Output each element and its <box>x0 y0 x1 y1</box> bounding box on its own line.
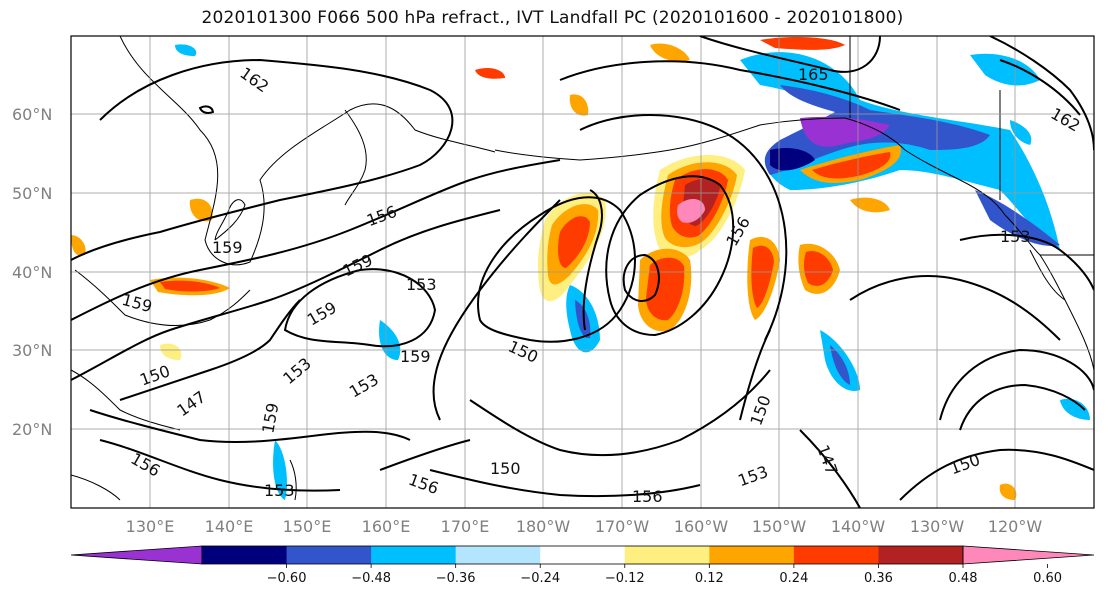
lon-label: 150°E <box>283 517 332 536</box>
colorbar-extend-high <box>962 545 1095 565</box>
colorbar: −0.60 −0.48 −0.36 −0.24 −0.12 0.12 0.24 0.36 0.4… <box>70 545 1095 586</box>
colorbar-swatch <box>371 546 457 564</box>
colorbar-swatch <box>202 546 288 564</box>
map-title: 2020101300 F066 500 hPa refract., IVT La… <box>201 8 904 28</box>
lat-label-30n: 30°N <box>12 341 52 360</box>
coastlines <box>71 36 1094 501</box>
colorbar-tick-label: 0.12 <box>695 571 724 586</box>
colorbar-tick-label: 0.48 <box>949 571 978 586</box>
colorbar-swatch <box>878 546 964 564</box>
lon-label: 160°E <box>362 517 411 536</box>
latitude-labels: 60°N 50°N 40°N 30°N 20°N <box>12 105 52 439</box>
lon-label: 150°W <box>752 517 807 536</box>
colorbar-tick-label: 0.60 <box>1033 571 1062 586</box>
colorbar-tick-label: −0.60 <box>267 571 307 586</box>
lon-label: 130°E <box>126 517 175 536</box>
lon-label: 160°W <box>674 517 729 536</box>
colorbar-frame <box>201 545 964 565</box>
colorbar-tick-label: 0.24 <box>779 571 808 586</box>
graticule <box>71 36 1094 508</box>
contour-label: 159 <box>400 347 431 366</box>
contour-label: 153 <box>406 275 437 294</box>
colorbar-swatch <box>709 546 795 564</box>
lon-label: 140°E <box>205 517 254 536</box>
colorbar-extend-low <box>70 545 203 565</box>
lon-label: 170°W <box>595 517 650 536</box>
contour-label: 153 <box>1000 227 1031 246</box>
colorbar-swatch <box>793 546 879 564</box>
colorbar-tick-label: 0.36 <box>864 571 893 586</box>
positive-anomaly-blobs <box>71 37 1017 500</box>
colorbar-swatch <box>286 546 372 564</box>
map-panel: 165 162 162 156 159 159 159 153 159 159 … <box>71 36 1094 508</box>
colorbar-swatch <box>624 546 710 564</box>
map-frame <box>70 35 1095 509</box>
lat-label-60n: 60°N <box>12 105 52 124</box>
colorbar-tick-label: −0.12 <box>605 571 645 586</box>
colorbar-tick-label: −0.24 <box>520 571 560 586</box>
contour-label: 159 <box>212 238 243 257</box>
lon-label: 130°W <box>910 517 965 536</box>
colorbar-swatch <box>455 546 541 564</box>
lon-label: 120°W <box>988 517 1043 536</box>
lat-label-50n: 50°N <box>12 184 52 203</box>
refractivity-contours <box>71 36 1094 508</box>
lon-label: 140°W <box>831 517 886 536</box>
longitude-labels: 130°E 140°E 150°E 160°E 170°E 180°W 170°… <box>126 517 1043 536</box>
lat-label-20n: 20°N <box>12 420 52 439</box>
contour-label: 156 <box>632 487 663 506</box>
contour-label: 153 <box>264 481 295 500</box>
contour-label: 150 <box>490 459 521 478</box>
lon-label: 180°W <box>516 517 571 536</box>
colorbar-tick-label: −0.48 <box>351 571 391 586</box>
colorbar-swatch <box>540 546 626 564</box>
lat-label-40n: 40°N <box>12 263 52 282</box>
lon-label: 170°E <box>441 517 490 536</box>
contour-label: 165 <box>798 65 829 84</box>
colorbar-tick-label: −0.36 <box>436 571 476 586</box>
